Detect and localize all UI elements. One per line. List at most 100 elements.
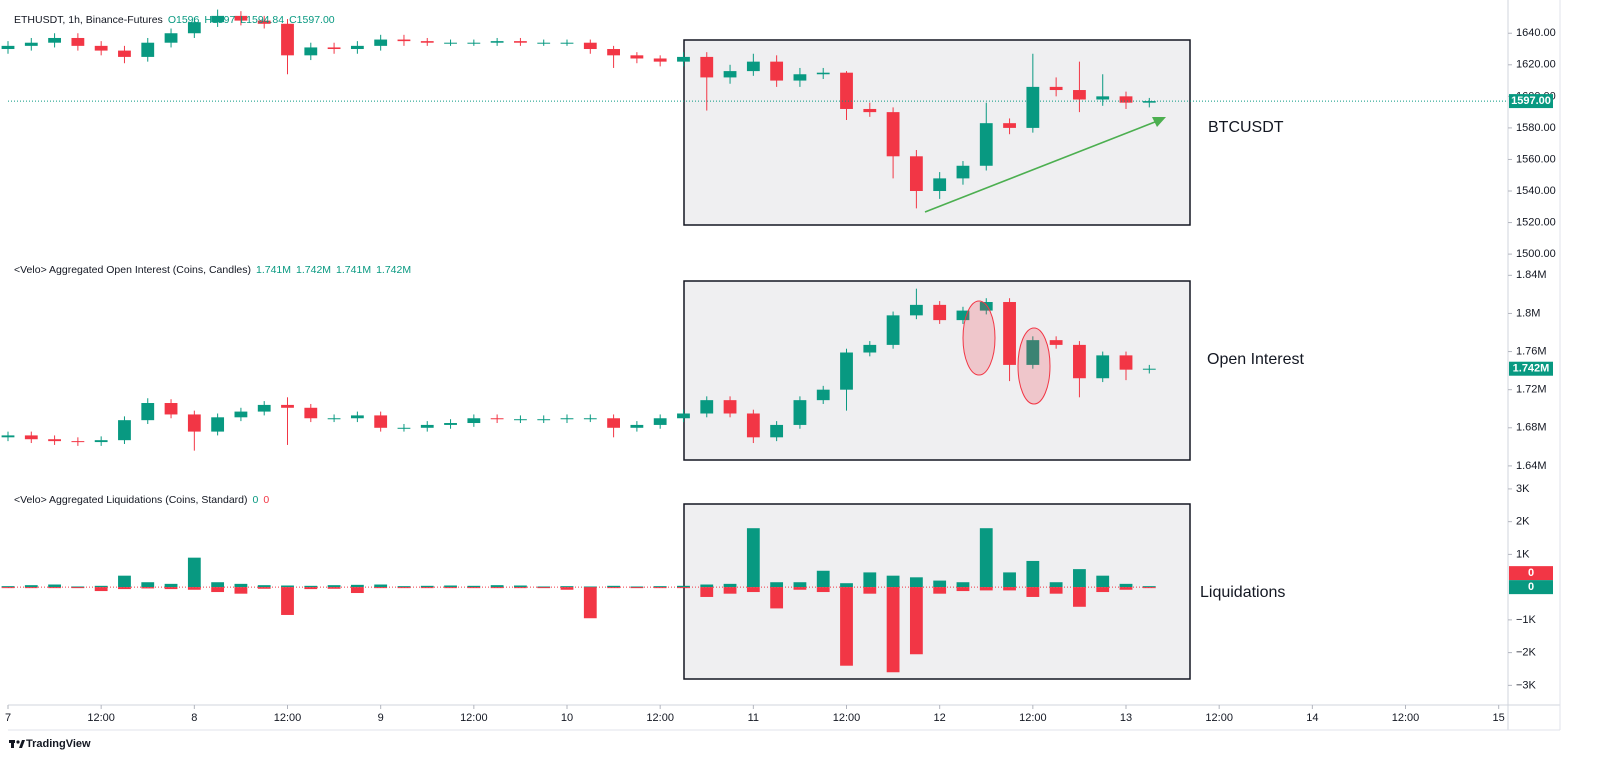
header-value: 1.742M bbox=[376, 264, 412, 276]
candle-body bbox=[211, 15, 225, 23]
x-tick-label: 14 bbox=[1306, 712, 1318, 724]
candle-body bbox=[467, 418, 481, 424]
liquidation-bar bbox=[816, 570, 830, 588]
header-value: H1597 bbox=[204, 14, 236, 26]
liquidation-bar bbox=[281, 587, 294, 615]
candle-body bbox=[1119, 96, 1133, 103]
candle-body bbox=[514, 41, 527, 43]
candle-body bbox=[1073, 90, 1086, 100]
y-tick-label: 1640.00 bbox=[1516, 27, 1556, 39]
price-tag bbox=[1509, 566, 1553, 581]
liquidation-bar bbox=[886, 575, 900, 588]
highlight-ellipse bbox=[962, 300, 996, 376]
x-tick-label: 13 bbox=[1120, 712, 1132, 724]
liquidation-bar bbox=[71, 587, 85, 589]
pane-header: <Velo> Aggregated Liquidations (Coins, S… bbox=[14, 494, 274, 506]
liquidation-bar bbox=[863, 572, 877, 588]
x-tick-label: 12:00 bbox=[1019, 712, 1047, 724]
candle-body bbox=[956, 165, 970, 179]
pane-header: ETHUSDT, 1h, Binance-Futures O1596 H1597 L1… bbox=[14, 14, 345, 26]
candle-body bbox=[281, 404, 294, 408]
x-tick-label: 15 bbox=[1493, 712, 1505, 724]
liquidation-bar bbox=[746, 528, 760, 588]
liquidation-bar bbox=[1, 587, 15, 589]
candle-body bbox=[1119, 355, 1133, 370]
liquidation-bar bbox=[48, 584, 61, 588]
liquidation-bar bbox=[863, 587, 877, 594]
liquidation-bar bbox=[1073, 587, 1086, 607]
liquidation-bar bbox=[700, 587, 714, 597]
liquidation-bar bbox=[537, 587, 551, 589]
candle-body bbox=[118, 420, 131, 441]
pane-header: <Velo> Aggregated Open Interest (Coins, … bbox=[14, 264, 421, 276]
candle-body bbox=[234, 411, 248, 418]
x-tick-label: 12:00 bbox=[833, 712, 861, 724]
x-tick-label: 12:00 bbox=[274, 712, 302, 724]
x-tick-label: 12:00 bbox=[646, 712, 674, 724]
candle-body bbox=[1049, 340, 1063, 345]
candle-body bbox=[374, 39, 388, 46]
liquidation-bar bbox=[1142, 586, 1156, 588]
candle-body bbox=[211, 417, 225, 432]
x-tick-label: 12 bbox=[934, 712, 946, 724]
candle-body bbox=[397, 39, 411, 42]
candle-body bbox=[886, 112, 900, 157]
header-value: L1594.84 bbox=[240, 14, 285, 26]
liquidation-bar bbox=[444, 587, 457, 589]
liquidation-bar bbox=[723, 583, 737, 588]
liquidation-bar bbox=[211, 582, 225, 588]
candle-body bbox=[840, 352, 853, 390]
liquidation-bar bbox=[514, 585, 527, 588]
liquidation-bar bbox=[607, 585, 620, 588]
candle-body bbox=[48, 37, 61, 43]
liquidation-bar bbox=[630, 586, 644, 588]
liquidation-bar bbox=[746, 587, 760, 593]
candle-body bbox=[793, 74, 807, 81]
liquidation-bar bbox=[234, 583, 248, 588]
candle-body bbox=[1142, 368, 1156, 370]
liquidation-bar bbox=[909, 587, 923, 655]
candle-body bbox=[816, 72, 830, 75]
candle-body bbox=[677, 56, 690, 62]
price-tag-label: 0 bbox=[1528, 567, 1534, 579]
header-value: 0 bbox=[252, 494, 259, 506]
annotation: Liquidations bbox=[1200, 584, 1285, 601]
candle-body bbox=[490, 41, 504, 43]
candle-body bbox=[933, 178, 947, 192]
y-tick-label: −3K bbox=[1516, 679, 1537, 691]
candle-body bbox=[444, 42, 457, 44]
candle-body bbox=[420, 424, 434, 428]
header-value: O1596 bbox=[167, 14, 200, 26]
header-title: ETHUSDT, 1h, Binance-Futures bbox=[14, 14, 163, 26]
candle-body bbox=[257, 20, 271, 24]
logo-shape bbox=[16, 740, 20, 744]
liquidation-bar bbox=[327, 587, 341, 589]
candle-body bbox=[141, 403, 155, 421]
liquidation-bar bbox=[933, 580, 947, 588]
candle-body bbox=[770, 61, 784, 81]
candle-body bbox=[164, 403, 178, 415]
candle-body bbox=[537, 42, 551, 44]
price-tag-label: 0 bbox=[1528, 581, 1534, 593]
candle-body bbox=[24, 42, 38, 46]
candle-body bbox=[677, 413, 690, 419]
candle-body bbox=[863, 344, 877, 353]
liquidation-bar bbox=[560, 587, 574, 590]
candle-body bbox=[886, 315, 900, 345]
candle-body bbox=[1003, 302, 1016, 365]
candle-body bbox=[444, 423, 457, 425]
header-value: 1.742M bbox=[296, 264, 332, 276]
liquidation-bar bbox=[1096, 587, 1110, 593]
candle-body bbox=[350, 45, 364, 50]
y-tick-label: 1580.00 bbox=[1516, 122, 1556, 134]
header-title: <Velo> Aggregated Liquidations (Coins, S… bbox=[14, 494, 248, 506]
candle-body bbox=[1003, 123, 1016, 128]
y-tick-label: 1.76M bbox=[1516, 345, 1547, 357]
liquidation-bar bbox=[118, 587, 131, 590]
candle-body bbox=[118, 50, 131, 57]
liquidation-bar bbox=[1026, 560, 1040, 588]
logo-shape bbox=[19, 740, 25, 748]
liquidation-bar bbox=[420, 585, 434, 588]
price-tag bbox=[1509, 361, 1553, 376]
candle-body bbox=[979, 302, 993, 311]
